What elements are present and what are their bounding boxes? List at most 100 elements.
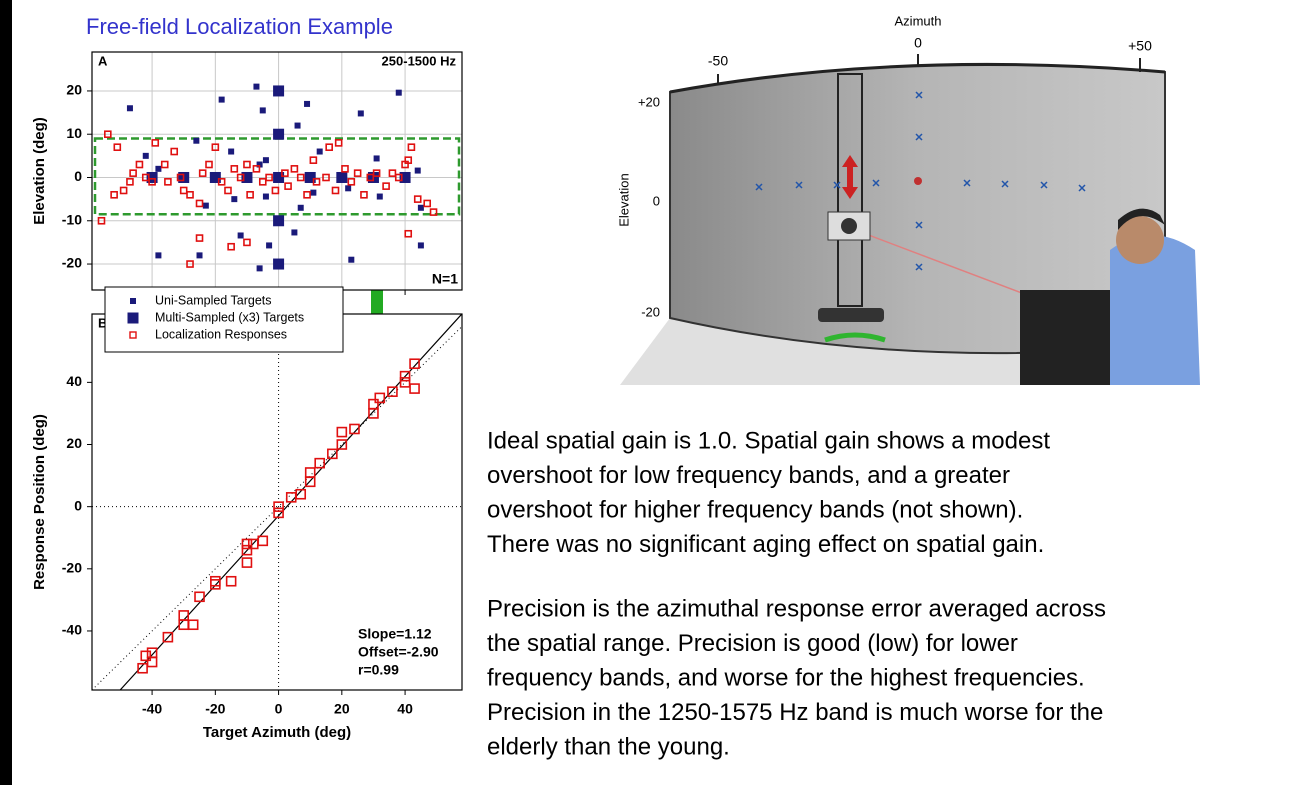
horizontal-arrow [824,332,886,343]
chart: -40 -20 0 20 40 -40 -20 0 20 40 Slope=1.12 Offset=-… [31,313,463,741]
point [345,185,352,192]
paragraph-line: elderly than the young. [487,733,730,760]
point [210,579,221,590]
y-tick-label: -20 [62,560,82,576]
point [148,178,156,186]
panel-label: B [98,315,107,330]
x-axis-title: Target Azimuth (deg) [203,724,351,741]
point [241,538,253,550]
point [372,169,381,177]
x-tick-label: 40 [397,701,413,717]
laser [849,227,1036,299]
legend-marker [129,331,137,339]
paragraph-line: Ideal spatial gain is 1.0. Spatial gain … [487,427,1050,454]
point [119,186,128,195]
elevation-title: Elevation [616,173,631,226]
point [135,160,144,169]
point [155,165,162,172]
point [241,544,253,556]
illustration: Azimuth -50 0 +50 Elevation +20 0 -20 [616,13,1200,385]
azimuth-label: -50 [708,53,728,69]
point [325,143,333,151]
point [256,161,263,168]
point [388,169,397,177]
y-tick-label: 0 [74,168,82,184]
point [309,156,318,164]
point [395,89,402,96]
point [266,242,273,249]
point [281,169,289,177]
point [273,258,285,270]
point [273,128,285,140]
point [243,238,251,247]
point [129,169,137,177]
point [336,171,348,183]
n-label: N=1 [432,271,458,287]
point [126,178,134,186]
point [404,156,413,164]
y-tick-label: -10 [62,211,82,227]
point [373,155,380,162]
point [399,171,411,183]
point [417,204,424,211]
point [336,426,348,438]
fit-label: Offset=-2.90 [358,644,439,660]
point [137,662,148,674]
point [414,167,421,174]
paragraph-line: Precision is the azimuthal response erro… [487,595,1106,622]
point [257,535,269,547]
legend: Uni-Sampled Targets Multi-Sampled (x3) Ta… [104,286,344,353]
point [297,204,304,211]
point [228,148,235,155]
point [97,216,106,225]
point [376,193,383,200]
point [341,165,349,173]
band-label: 250-1500 Hz [382,53,457,68]
point [284,182,292,190]
point [294,122,301,129]
elevation-label: 0 [653,193,660,208]
point [273,215,285,227]
point [407,143,416,151]
point [366,173,375,182]
point [164,178,172,186]
legend-label: Uni-Sampled Targets [155,293,272,307]
fit-label: Slope=1.12 [358,626,432,642]
center-mark [914,177,922,185]
point [399,370,411,382]
point [259,107,266,114]
point [236,173,245,182]
chinrest [1020,290,1110,385]
point [151,139,160,147]
point [237,232,244,239]
point [336,439,348,450]
point [241,557,253,568]
slide-title: Free-field Localization Example [86,14,393,39]
point [194,591,205,603]
point [217,178,226,186]
point [304,171,316,183]
azimuth-label: 0 [914,35,922,51]
azimuth-title: Azimuth [895,13,942,28]
point [265,173,273,182]
point [160,160,169,169]
point [179,186,188,195]
elevation-label: +20 [638,94,660,109]
point [227,242,235,251]
person-hair [1118,208,1165,230]
point [327,448,338,460]
point [296,173,305,182]
point [146,647,158,659]
point [360,191,368,199]
point [312,178,321,186]
y-tick-label: -20 [62,255,82,271]
legend-marker [130,298,136,304]
point [162,631,174,643]
azimuth-label: +50 [1128,38,1152,54]
y-tick-label: 20 [66,82,82,98]
paragraph-line: Precision in the 1250-1575 Hz band is mu… [487,699,1103,726]
point [113,143,122,151]
point [193,137,200,144]
x-tick-label: 20 [334,701,350,717]
